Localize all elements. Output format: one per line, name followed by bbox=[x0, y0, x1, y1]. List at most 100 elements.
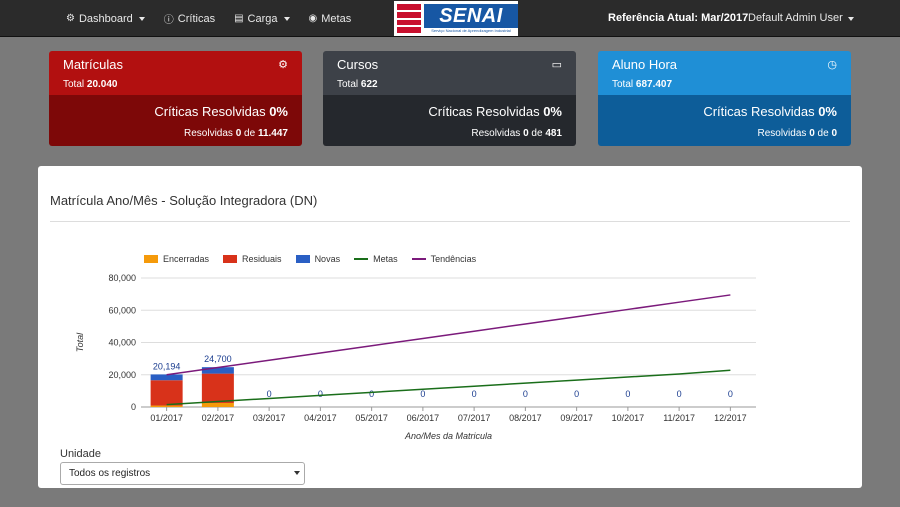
nav-dashboard-label: Dashboard bbox=[78, 12, 133, 25]
legend-label: Novas bbox=[314, 254, 341, 264]
x-tick-label: 09/2017 bbox=[560, 413, 593, 423]
legend-swatch bbox=[295, 255, 310, 263]
x-tick-label: 07/2017 bbox=[458, 413, 491, 423]
legend-item-novas[interactable]: Novas bbox=[295, 254, 341, 264]
nav-criticas-label: Críticas bbox=[177, 12, 216, 25]
bar-data-label: 0 bbox=[677, 389, 682, 399]
bar-data-label: 0 bbox=[420, 389, 425, 399]
card-total-value: 20.040 bbox=[86, 79, 118, 90]
tachometer-icon: ⚙ bbox=[66, 13, 75, 24]
card-res-total: 11.447 bbox=[257, 128, 288, 139]
card-aluno-hora[interactable]: Aluno Hora Total 687.407 ◷ Críticas Reso… bbox=[598, 51, 851, 146]
logo-subtitle: Serviço Nacional de Aprendizagem Industr… bbox=[431, 27, 511, 33]
logo-word: SENAI bbox=[424, 3, 518, 28]
x-tick-label: 01/2017 bbox=[150, 413, 183, 423]
card-crit-label: Críticas Resolvidas bbox=[154, 104, 266, 119]
bar-segment-novas bbox=[150, 374, 183, 381]
target-icon: ◉ bbox=[308, 13, 318, 24]
x-tick-label: 08/2017 bbox=[509, 413, 542, 423]
card-total-label: Total bbox=[612, 79, 634, 90]
legend-label: Encerradas bbox=[163, 254, 210, 264]
x-tick-label: 02/2017 bbox=[202, 413, 235, 423]
card-res-of: de bbox=[244, 128, 256, 139]
card-crit-value: 0% bbox=[818, 104, 837, 119]
nav-metas[interactable]: ◉ Metas bbox=[309, 13, 352, 25]
nav-menu: ⚙ Dashboard ⓘ Críticas ▤ Carga ◉ Metas bbox=[66, 0, 351, 37]
bar-data-label: 24,700 bbox=[204, 354, 232, 364]
legend-line bbox=[411, 258, 426, 260]
legend-swatch bbox=[144, 255, 158, 263]
card-crit-value: 0% bbox=[269, 104, 288, 119]
card-total-label: Total bbox=[63, 79, 85, 90]
panel-title: Matrícula Ano/Mês - Solução Integradora … bbox=[50, 193, 318, 208]
chart-panel: Matrícula Ano/Mês - Solução Integradora … bbox=[38, 166, 862, 488]
card-res-label: Resolvidas bbox=[757, 128, 807, 139]
y-tick-label: 80,000 bbox=[108, 273, 136, 283]
x-axis-title: Ano/Mes da Matricula bbox=[404, 431, 492, 441]
card-crit-label: Críticas Resolvidas bbox=[703, 104, 815, 119]
bar-data-label: 0 bbox=[472, 389, 477, 399]
card-res-of: de bbox=[531, 128, 543, 139]
bar-data-label: 20,194 bbox=[153, 361, 181, 371]
y-tick-label: 20,000 bbox=[108, 370, 136, 380]
x-tick-label: 12/2017 bbox=[714, 413, 747, 423]
user-name: Default Admin User bbox=[748, 12, 843, 24]
card-crit-label: Críticas Resolvidas bbox=[428, 104, 540, 119]
user-menu[interactable]: Default Admin User bbox=[748, 0, 854, 37]
bar-data-label: 0 bbox=[523, 389, 528, 399]
x-tick-label: 05/2017 bbox=[355, 413, 388, 423]
card-res-total: 0 bbox=[831, 128, 837, 139]
top-navbar: ⚙ Dashboard ⓘ Críticas ▤ Carga ◉ Metas S… bbox=[0, 0, 900, 37]
nav-carga[interactable]: ▤ Carga bbox=[234, 12, 290, 25]
bar-data-label: 0 bbox=[625, 389, 630, 399]
y-tick-label: 60,000 bbox=[108, 305, 136, 315]
nav-carga-label: Carga bbox=[247, 12, 278, 25]
nav-criticas[interactable]: ⓘ Críticas bbox=[164, 11, 216, 27]
bar-data-label: 0 bbox=[574, 389, 579, 399]
legend-item-metas[interactable]: Metas bbox=[354, 254, 398, 264]
divider bbox=[50, 221, 850, 222]
bar-segment-residuais bbox=[150, 380, 183, 406]
legend-item-residuais[interactable]: Residuais bbox=[223, 254, 282, 264]
line-series-tendencias bbox=[166, 294, 731, 376]
card-total-value: 622 bbox=[360, 79, 378, 90]
card-cursos[interactable]: Cursos Total 622 ▭ Críticas Resolvidas 0… bbox=[323, 51, 576, 146]
card-crit-value: 0% bbox=[543, 104, 562, 119]
card-res-label: Resolvidas bbox=[184, 128, 233, 139]
legend-label: Tendências bbox=[430, 254, 477, 264]
bar-segment-residuais bbox=[201, 373, 234, 403]
bar-data-label: 0 bbox=[318, 389, 323, 399]
card-title: Cursos bbox=[337, 57, 379, 72]
legend-label: Metas bbox=[373, 254, 398, 264]
chevron-down-icon bbox=[294, 471, 300, 475]
nav-dashboard[interactable]: ⚙ Dashboard bbox=[66, 13, 145, 25]
card-matriculas[interactable]: Matrículas Total 20.040 ⚙ Críticas Resol… bbox=[49, 51, 302, 146]
legend-item-tendencias[interactable]: Tendências bbox=[411, 254, 477, 264]
unidade-select[interactable]: Todos os registros bbox=[60, 462, 305, 485]
card-res-label: Resolvidas bbox=[471, 128, 521, 139]
x-tick-label: 11/2017 bbox=[663, 413, 695, 423]
y-axis-title: Total bbox=[75, 332, 85, 352]
card-res-of: de bbox=[817, 128, 829, 139]
clock-icon: ◷ bbox=[827, 59, 837, 71]
line-series-metas bbox=[166, 369, 731, 406]
chart-legend: Encerradas Residuais Novas Metas Tendênc… bbox=[144, 254, 476, 264]
legend-line bbox=[354, 258, 369, 260]
x-tick-label: 06/2017 bbox=[407, 413, 440, 423]
reference-period: Referência Atual: Mar/2017 bbox=[608, 12, 749, 24]
senai-logo[interactable]: SENAI Serviço Nacional de Aprendizagem I… bbox=[394, 1, 518, 36]
bar-data-label: 0 bbox=[267, 389, 272, 399]
card-total-label: Total bbox=[337, 79, 359, 90]
card-res-done: 0 bbox=[235, 128, 242, 139]
nav-metas-label: Metas bbox=[321, 12, 352, 25]
unidade-label: Unidade bbox=[60, 448, 101, 460]
legend-label: Residuais bbox=[242, 254, 282, 264]
card-res-done: 0 bbox=[809, 128, 815, 139]
card-res-done: 0 bbox=[523, 128, 529, 139]
senai-emblem bbox=[394, 1, 424, 36]
bar-segment-encerradas bbox=[201, 402, 234, 407]
legend-item-encerradas[interactable]: Encerradas bbox=[144, 254, 209, 264]
caret-down-icon bbox=[847, 17, 854, 21]
card-total-value: 687.407 bbox=[635, 79, 673, 90]
card-title: Matrículas bbox=[63, 57, 123, 72]
